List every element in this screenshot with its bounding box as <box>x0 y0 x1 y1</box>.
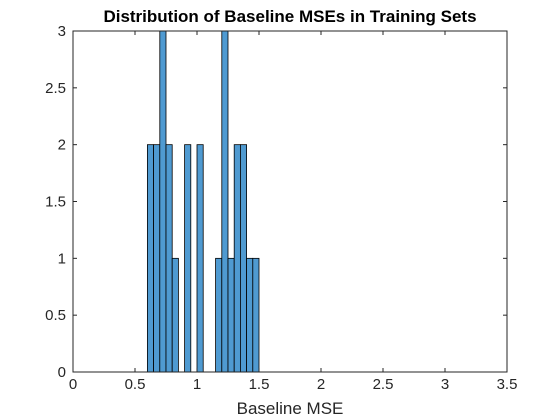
histogram-bar <box>165 144 173 373</box>
x-tick-label: 3.5 <box>497 376 518 393</box>
histogram-bar <box>233 144 241 373</box>
histogram-bar <box>239 144 247 373</box>
y-tick-label: 3 <box>58 23 66 40</box>
histogram-bar <box>215 257 223 373</box>
x-tick-label: 2.5 <box>373 376 394 393</box>
histogram-bar <box>159 30 167 373</box>
bars-group <box>146 30 260 373</box>
histogram-bar <box>146 144 154 373</box>
y-tick-label: 0.5 <box>45 307 66 324</box>
x-tick-label: 0.5 <box>125 376 146 393</box>
y-tick-label: 1 <box>58 250 66 267</box>
chart-title: Distribution of Baseline MSEs in Trainin… <box>103 7 476 26</box>
x-tick-label: 1 <box>193 376 201 393</box>
x-axis-label: Baseline MSE <box>237 399 344 418</box>
x-tick-label: 3 <box>441 376 449 393</box>
x-tick-label: 1.5 <box>249 376 270 393</box>
histogram-bar <box>153 144 161 373</box>
x-tick-label: 2 <box>317 376 325 393</box>
plot-area <box>73 31 507 372</box>
y-tick-label: 0 <box>58 364 66 381</box>
x-tick-label: 0 <box>69 376 77 393</box>
histogram-bar <box>246 257 254 373</box>
y-ticks-group: 0 0.5 1 1.5 2 2.5 3 <box>45 23 507 381</box>
x-ticks-group: 0 0.5 1 1.5 2 2.5 3 3.5 <box>69 31 518 393</box>
histogram-bar <box>171 257 179 373</box>
histogram-bar <box>252 257 260 373</box>
y-tick-label: 1.5 <box>45 194 66 211</box>
y-tick-label: 2 <box>58 137 66 154</box>
histogram-bar <box>196 144 204 373</box>
histogram-bar <box>227 257 235 373</box>
histogram-bar <box>221 30 229 373</box>
y-tick-label: 2.5 <box>45 80 66 97</box>
histogram-bar <box>184 144 192 373</box>
